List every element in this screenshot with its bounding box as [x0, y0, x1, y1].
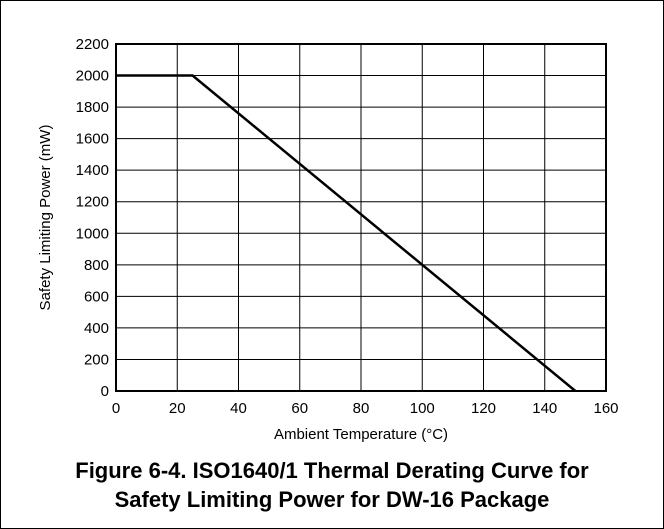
figure-caption: Figure 6-4. ISO1640/1 Thermal Derating C… — [1, 456, 663, 514]
y-tick-label: 600 — [84, 288, 109, 305]
x-tick-labels: 0 20 40 60 80 100 120 140 160 — [112, 400, 619, 417]
plot-border — [115, 43, 607, 392]
y-tick-label: 1200 — [76, 194, 109, 211]
x-tick-label: 140 — [532, 400, 557, 417]
x-tick-label: 100 — [410, 400, 435, 417]
y-tick-label: 1400 — [76, 162, 109, 179]
y-tick-label: 400 — [84, 320, 109, 337]
y-tick-label: 2200 — [76, 36, 109, 53]
y-tick-label: 2000 — [76, 68, 109, 85]
y-axis-label: Safety Limiting Power (mW) — [37, 125, 54, 311]
x-axis-label: Ambient Temperature (°C) — [274, 426, 448, 443]
y-tick-labels: 0 200 400 600 800 1000 1200 1400 1600 1800 2000 220… — [76, 36, 109, 400]
series-layer — [116, 74, 577, 392]
grid — [116, 44, 606, 391]
derating-chart: 0 20 40 60 80 100 120 140 160 0 200 400 600 800 1000 1… — [37, 36, 619, 443]
x-tick-label: 0 — [112, 400, 120, 417]
y-tick-label: 200 — [84, 351, 109, 368]
caption-line-2: Safety Limiting Power for DW-16 Package — [114, 487, 550, 512]
x-tick-label: 160 — [593, 400, 618, 417]
y-tick-label: 0 — [101, 383, 109, 400]
derating-curve-line — [116, 74, 577, 392]
y-tick-label: 1600 — [76, 131, 109, 148]
caption-line-1: Figure 6-4. ISO1640/1 Thermal Derating C… — [75, 458, 589, 483]
y-tick-label: 1800 — [76, 99, 109, 116]
y-tick-label: 1000 — [76, 225, 109, 242]
x-tick-label: 20 — [169, 400, 186, 417]
x-tick-label: 120 — [471, 400, 496, 417]
x-tick-label: 40 — [230, 400, 247, 417]
y-tick-label: 800 — [84, 257, 109, 274]
x-tick-label: 60 — [291, 400, 308, 417]
x-tick-label: 80 — [353, 400, 370, 417]
